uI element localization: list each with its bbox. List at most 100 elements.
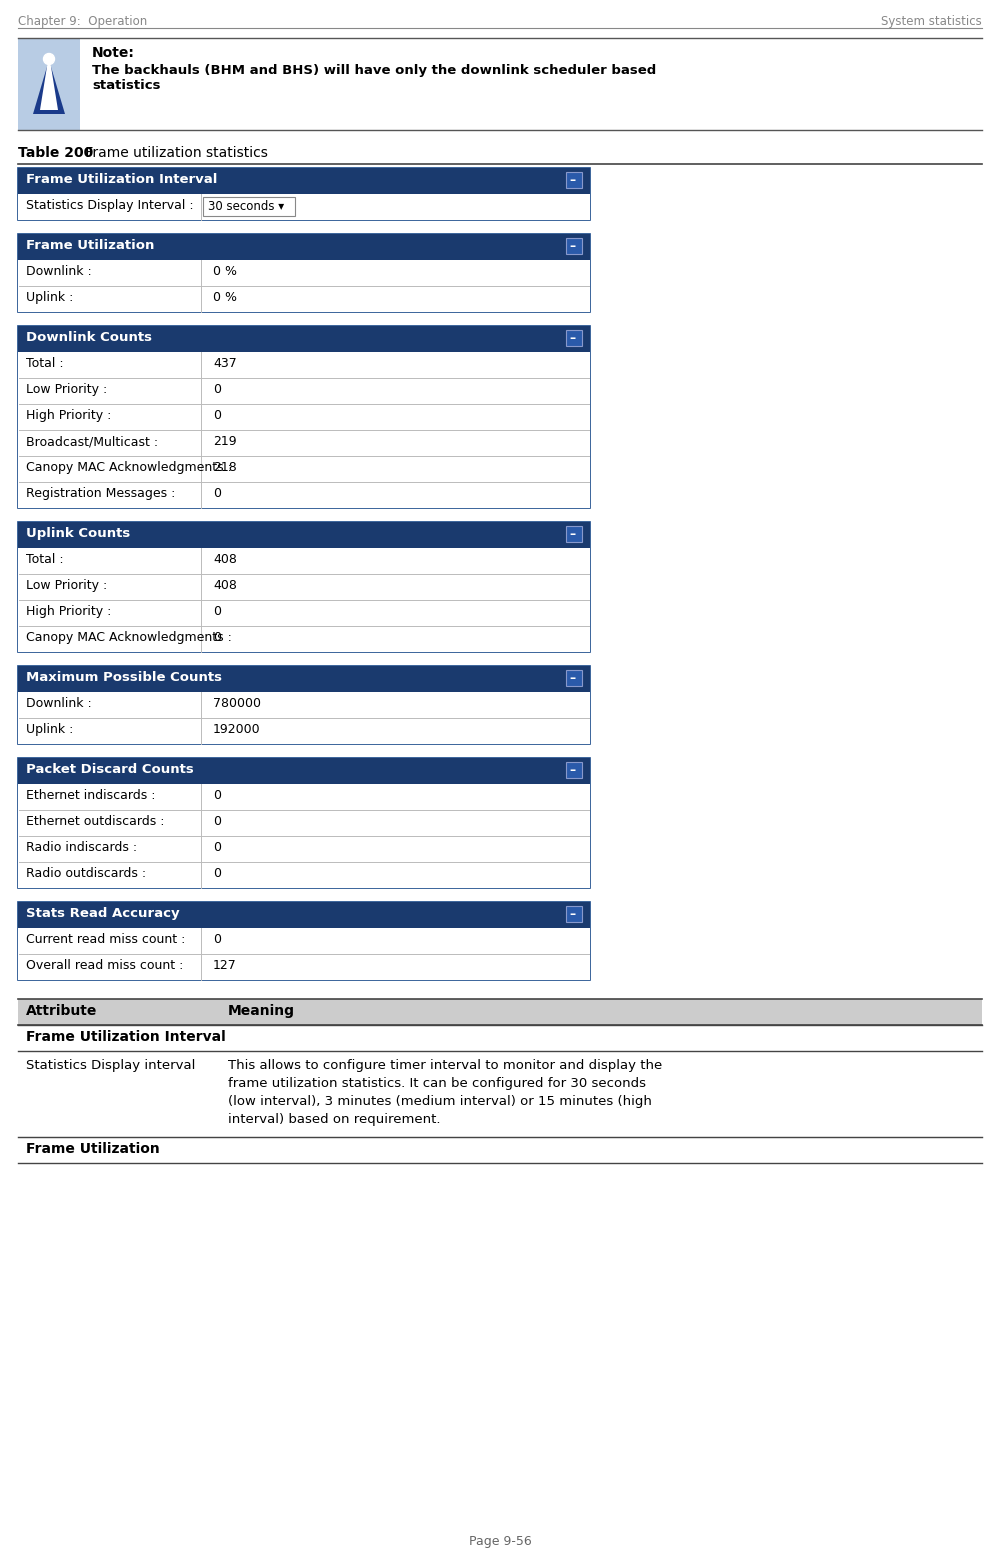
Text: Low Priority :: Low Priority :	[26, 579, 107, 591]
Text: 0: 0	[213, 934, 221, 946]
Text: Stats Read Accuracy: Stats Read Accuracy	[26, 907, 180, 920]
Text: –: –	[569, 672, 575, 685]
FancyBboxPatch shape	[18, 902, 590, 980]
FancyBboxPatch shape	[18, 999, 982, 1025]
FancyBboxPatch shape	[18, 717, 590, 744]
Text: System statistics: System statistics	[881, 16, 982, 28]
FancyBboxPatch shape	[18, 836, 590, 862]
FancyBboxPatch shape	[18, 194, 590, 219]
FancyBboxPatch shape	[203, 198, 295, 216]
FancyBboxPatch shape	[18, 456, 590, 482]
Text: Frame Utilization: Frame Utilization	[26, 1142, 160, 1156]
FancyBboxPatch shape	[18, 521, 590, 548]
FancyBboxPatch shape	[18, 521, 590, 652]
Text: Low Priority :: Low Priority :	[26, 383, 107, 395]
FancyBboxPatch shape	[18, 548, 590, 574]
Circle shape	[44, 53, 54, 64]
Text: Total :: Total :	[26, 552, 64, 566]
Text: interval) based on requirement.: interval) based on requirement.	[228, 1113, 440, 1127]
FancyBboxPatch shape	[18, 692, 590, 717]
Text: (low interval), 3 minutes (medium interval) or 15 minutes (high: (low interval), 3 minutes (medium interv…	[228, 1095, 652, 1108]
Text: –: –	[569, 174, 575, 187]
Text: Attribute: Attribute	[26, 1004, 97, 1018]
FancyBboxPatch shape	[18, 666, 590, 692]
FancyBboxPatch shape	[18, 168, 590, 219]
Text: 0: 0	[213, 840, 221, 854]
Text: 408: 408	[213, 579, 237, 591]
Text: Meaning: Meaning	[228, 1004, 295, 1018]
Text: Canopy MAC Acknowledgments :: Canopy MAC Acknowledgments :	[26, 461, 232, 475]
Text: Registration Messages :: Registration Messages :	[26, 487, 175, 499]
Text: Note:: Note:	[92, 47, 135, 61]
Text: 30 seconds ▾: 30 seconds ▾	[208, 201, 284, 213]
Text: Frame utilization statistics: Frame utilization statistics	[81, 146, 268, 160]
FancyBboxPatch shape	[18, 862, 590, 888]
Text: This allows to configure timer interval to monitor and display the: This allows to configure timer interval …	[228, 1060, 662, 1072]
Text: Frame Utilization Interval: Frame Utilization Interval	[26, 173, 217, 187]
Text: 192000: 192000	[213, 724, 261, 736]
Text: Downlink :: Downlink :	[26, 265, 92, 279]
Text: –: –	[569, 331, 575, 345]
Text: 0: 0	[213, 383, 221, 395]
FancyBboxPatch shape	[566, 671, 582, 686]
Text: 437: 437	[213, 356, 237, 370]
FancyBboxPatch shape	[18, 482, 590, 507]
FancyBboxPatch shape	[18, 902, 590, 927]
Text: –: –	[569, 764, 575, 776]
Text: Page 9-56: Page 9-56	[469, 1536, 531, 1548]
Text: Radio indiscards :: Radio indiscards :	[26, 840, 137, 854]
Text: Statistics Display interval: Statistics Display interval	[26, 1060, 195, 1072]
FancyBboxPatch shape	[18, 352, 590, 378]
Text: 0: 0	[213, 409, 221, 422]
Text: Overall read miss count :: Overall read miss count :	[26, 958, 183, 972]
FancyBboxPatch shape	[18, 574, 590, 601]
FancyBboxPatch shape	[18, 378, 590, 405]
Text: Uplink :: Uplink :	[26, 291, 73, 303]
Text: 0: 0	[213, 605, 221, 618]
Text: 0: 0	[213, 815, 221, 828]
Text: Current read miss count :: Current read miss count :	[26, 934, 185, 946]
FancyBboxPatch shape	[18, 327, 590, 507]
FancyBboxPatch shape	[18, 811, 590, 836]
Text: 780000: 780000	[213, 697, 261, 710]
FancyBboxPatch shape	[566, 526, 582, 541]
FancyBboxPatch shape	[566, 762, 582, 778]
Text: –: –	[569, 527, 575, 541]
Text: Uplink :: Uplink :	[26, 724, 73, 736]
FancyBboxPatch shape	[18, 233, 590, 260]
FancyBboxPatch shape	[18, 758, 590, 784]
Text: Downlink :: Downlink :	[26, 697, 92, 710]
FancyBboxPatch shape	[18, 168, 590, 194]
Text: High Priority :: High Priority :	[26, 605, 111, 618]
Text: 408: 408	[213, 552, 237, 566]
Text: Chapter 9:  Operation: Chapter 9: Operation	[18, 16, 147, 28]
FancyBboxPatch shape	[18, 954, 590, 980]
Text: Frame Utilization: Frame Utilization	[26, 240, 154, 252]
FancyBboxPatch shape	[566, 238, 582, 254]
FancyBboxPatch shape	[18, 784, 590, 811]
FancyBboxPatch shape	[18, 37, 80, 131]
FancyBboxPatch shape	[18, 758, 590, 888]
Text: 127: 127	[213, 958, 237, 972]
Text: 219: 219	[213, 436, 237, 448]
FancyBboxPatch shape	[18, 260, 590, 286]
Text: Packet Discard Counts: Packet Discard Counts	[26, 762, 194, 776]
FancyBboxPatch shape	[18, 405, 590, 429]
Text: 0: 0	[213, 632, 221, 644]
Text: Total :: Total :	[26, 356, 64, 370]
Text: –: –	[569, 240, 575, 254]
Text: 0: 0	[213, 789, 221, 801]
FancyBboxPatch shape	[18, 927, 590, 954]
Text: High Priority :: High Priority :	[26, 409, 111, 422]
Text: frame utilization statistics. It can be configured for 30 seconds: frame utilization statistics. It can be …	[228, 1077, 646, 1091]
Text: Broadcast/Multicast :: Broadcast/Multicast :	[26, 436, 158, 448]
Text: 218: 218	[213, 461, 237, 475]
FancyBboxPatch shape	[566, 173, 582, 188]
FancyBboxPatch shape	[18, 286, 590, 313]
FancyBboxPatch shape	[18, 626, 590, 652]
Text: The backhauls (BHM and BHS) will have only the downlink scheduler based
statisti: The backhauls (BHM and BHS) will have on…	[92, 64, 656, 92]
Text: Uplink Counts: Uplink Counts	[26, 527, 130, 540]
Text: –: –	[569, 909, 575, 921]
FancyBboxPatch shape	[566, 906, 582, 923]
Text: Ethernet outdiscards :: Ethernet outdiscards :	[26, 815, 164, 828]
